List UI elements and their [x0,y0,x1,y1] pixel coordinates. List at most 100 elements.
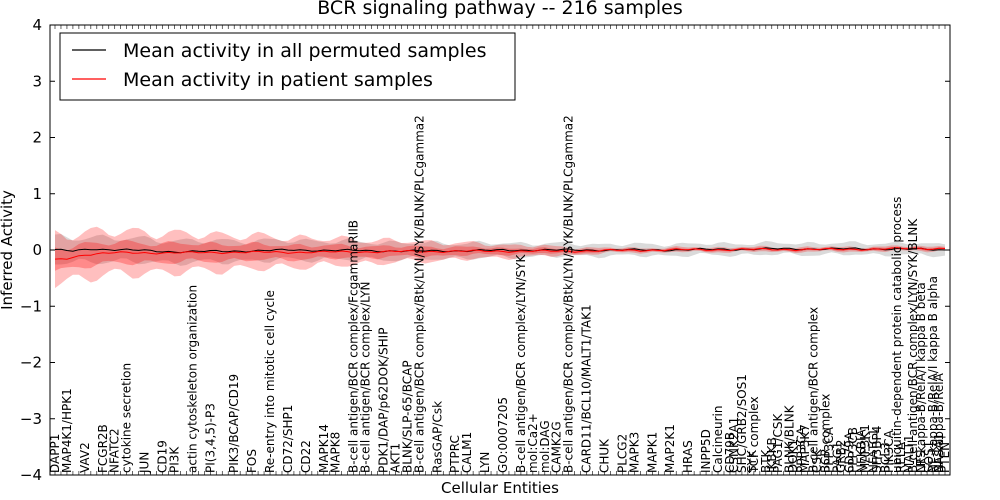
y-tick-label: 3 [32,72,42,90]
entity-label: MAP4K1/HPK1 [60,388,74,473]
entity-label: LYN [478,452,492,473]
entity-label: PIK3/BCAP/CD19 [227,374,241,473]
entity-label: NFATC1 [866,428,880,473]
entity-label: MAP3K7 [798,424,812,473]
entity-label: mol:DAG [538,420,552,473]
y-tick-label: 1 [32,185,42,203]
legend-label-patient: Mean activity in patient samples [123,69,433,91]
entity-label: RELA [894,441,908,473]
entity-label: TCF complex [747,396,761,474]
entity-label: CD72/SHP1 [281,405,295,473]
entity-label: B-cell antigen/BCR complex/Btk/LYN/SYK/B… [412,115,426,473]
entity-label: CD19 [156,440,170,473]
entity-label: PI(3,4,5)-P3 [203,403,217,473]
entity-label: PTPRC [448,435,462,473]
entity-label: FCGR2B [96,424,110,473]
entity-label: PPP3CA [822,426,836,473]
entity-label: MAPK14 [317,424,331,473]
legend-label-permuted: Mean activity in all permuted samples [123,40,486,62]
entity-label: CD79B [723,432,737,473]
chart-title: BCR signaling pathway -- 216 samples [317,0,683,19]
entity-label: ubiquitin-dependent protein catabolic pr… [890,197,904,473]
entity-label: RasGAP/Csk [430,401,444,473]
entity-label: FOS [245,449,259,473]
entity-label: BASA1 [932,433,946,473]
entity-label: MALT1 [902,434,916,473]
entity-label: cytokine secretion [120,363,134,473]
entity-label: GRB2 [834,439,848,473]
entity-label: PI3K [167,446,181,473]
entity-label: CSNK2A1 [727,417,741,473]
entity-label: PTEN [938,442,952,473]
y-tick-label: −2 [20,354,42,372]
y-tick-label: −3 [20,410,42,428]
entity-label: VAV2 [78,442,92,473]
entity-label: B-cell antigen/BCR complex/FcgammaRIIB [347,220,361,473]
entity-label: PIK3CA [882,429,896,473]
entity-label: mol:Ca2+ [526,413,540,473]
permuted-mean-line [54,247,946,254]
entity-label: SYK [745,449,759,473]
entity-label: PLCG2 [615,434,629,473]
entity-label: NFKBIA [854,428,868,473]
y-axis-title: Inferred Activity [0,190,16,310]
entity-label: B-cell antigen/BCR complex/LYN [359,281,373,473]
entity-label: BLNK/BLNK [783,404,797,473]
patient-band-outer [55,226,945,289]
y-tick-label: −1 [20,297,42,315]
entity-label: IKBKB [765,437,779,473]
entity-label: INPP5D [699,429,713,473]
entity-label: actin cytoskeleton organization [185,285,199,473]
entity-label: MAPK3 [627,432,641,473]
y-tick-label: −4 [20,466,42,484]
entity-label: MAPK8 [329,432,343,473]
entity-label: B-cell antigen/BCR complex/LYN/SYK/BLNK [906,218,920,473]
entity-label: CHUK [598,438,612,473]
entity-label: DAPP1 [48,434,62,473]
entity-label: B-cell antigen/BCR complex/Btk/LYN/SYK/B… [562,115,576,473]
patient-band-inner [55,239,945,271]
entity-label: NF-kappa-B/RelA/I kappa B beta [914,282,928,473]
entity-label: HRAS [681,440,695,473]
entity-label: B-cell antigen/BCR complex [807,307,821,473]
entity-label: MAP2K1 [663,424,677,473]
entity-label: CARD11/BCL10/MALT1/TAK1 [580,304,594,473]
entity-label: GO:0007205 [496,397,510,473]
legend-box [59,32,516,101]
entity-label: NFATC2 [108,428,122,473]
entity-label: CALM1 [460,432,474,473]
entity-label: PDK1/DAP/p62DOK/SHIP [377,328,391,473]
entity-label: SHC/GRB2/SOS1 [735,374,749,473]
entity-label: JUN [138,452,152,474]
y-tick-label: 0 [32,241,42,259]
legend: Mean activity in all permuted samples Me… [59,32,516,101]
entity-label: B-cell antigen/BCR complex/LYN/SYK [514,253,528,473]
entity-label: CD22 [299,440,313,473]
patient-mean-line [54,247,946,260]
entity-label: MAPK1 [645,432,659,473]
entity-label: DOK1 [786,439,800,473]
entity-label: CAMK2G [550,421,564,473]
entity-label: CD79A [842,431,856,473]
entity-label: BTK [759,448,773,473]
x-axis-title: Cellular Entities [441,479,559,497]
entity-label: CSK [810,448,824,473]
entity-label: BLNK/SLP-65/BCAP [400,360,414,473]
y-tick-label: 2 [32,129,42,147]
entity-label: BCR complex [819,394,833,473]
entity-label: PAG1/CSK [771,413,785,473]
entity-label: PPP3CA [795,426,809,473]
entity-label: NF-kappa-B/RelA [932,372,946,473]
y-tick-label: 4 [32,16,42,34]
entity-label: NF-kappa-B/RelA/I kappa B alpha [926,276,940,473]
entity-label: PAG1 [830,442,844,473]
entity-label: Calcineurin [711,406,725,473]
entity-label: MAP3K1 [858,424,872,473]
entity-label: PPP3CB [846,427,860,473]
entity-label: LRS [914,450,928,473]
entity-label: AKT1 [388,443,402,473]
entity-label: SOS1 [922,441,936,473]
entity-label: BCL3 [878,442,892,473]
entity-label: SH3BP4 [870,426,884,473]
